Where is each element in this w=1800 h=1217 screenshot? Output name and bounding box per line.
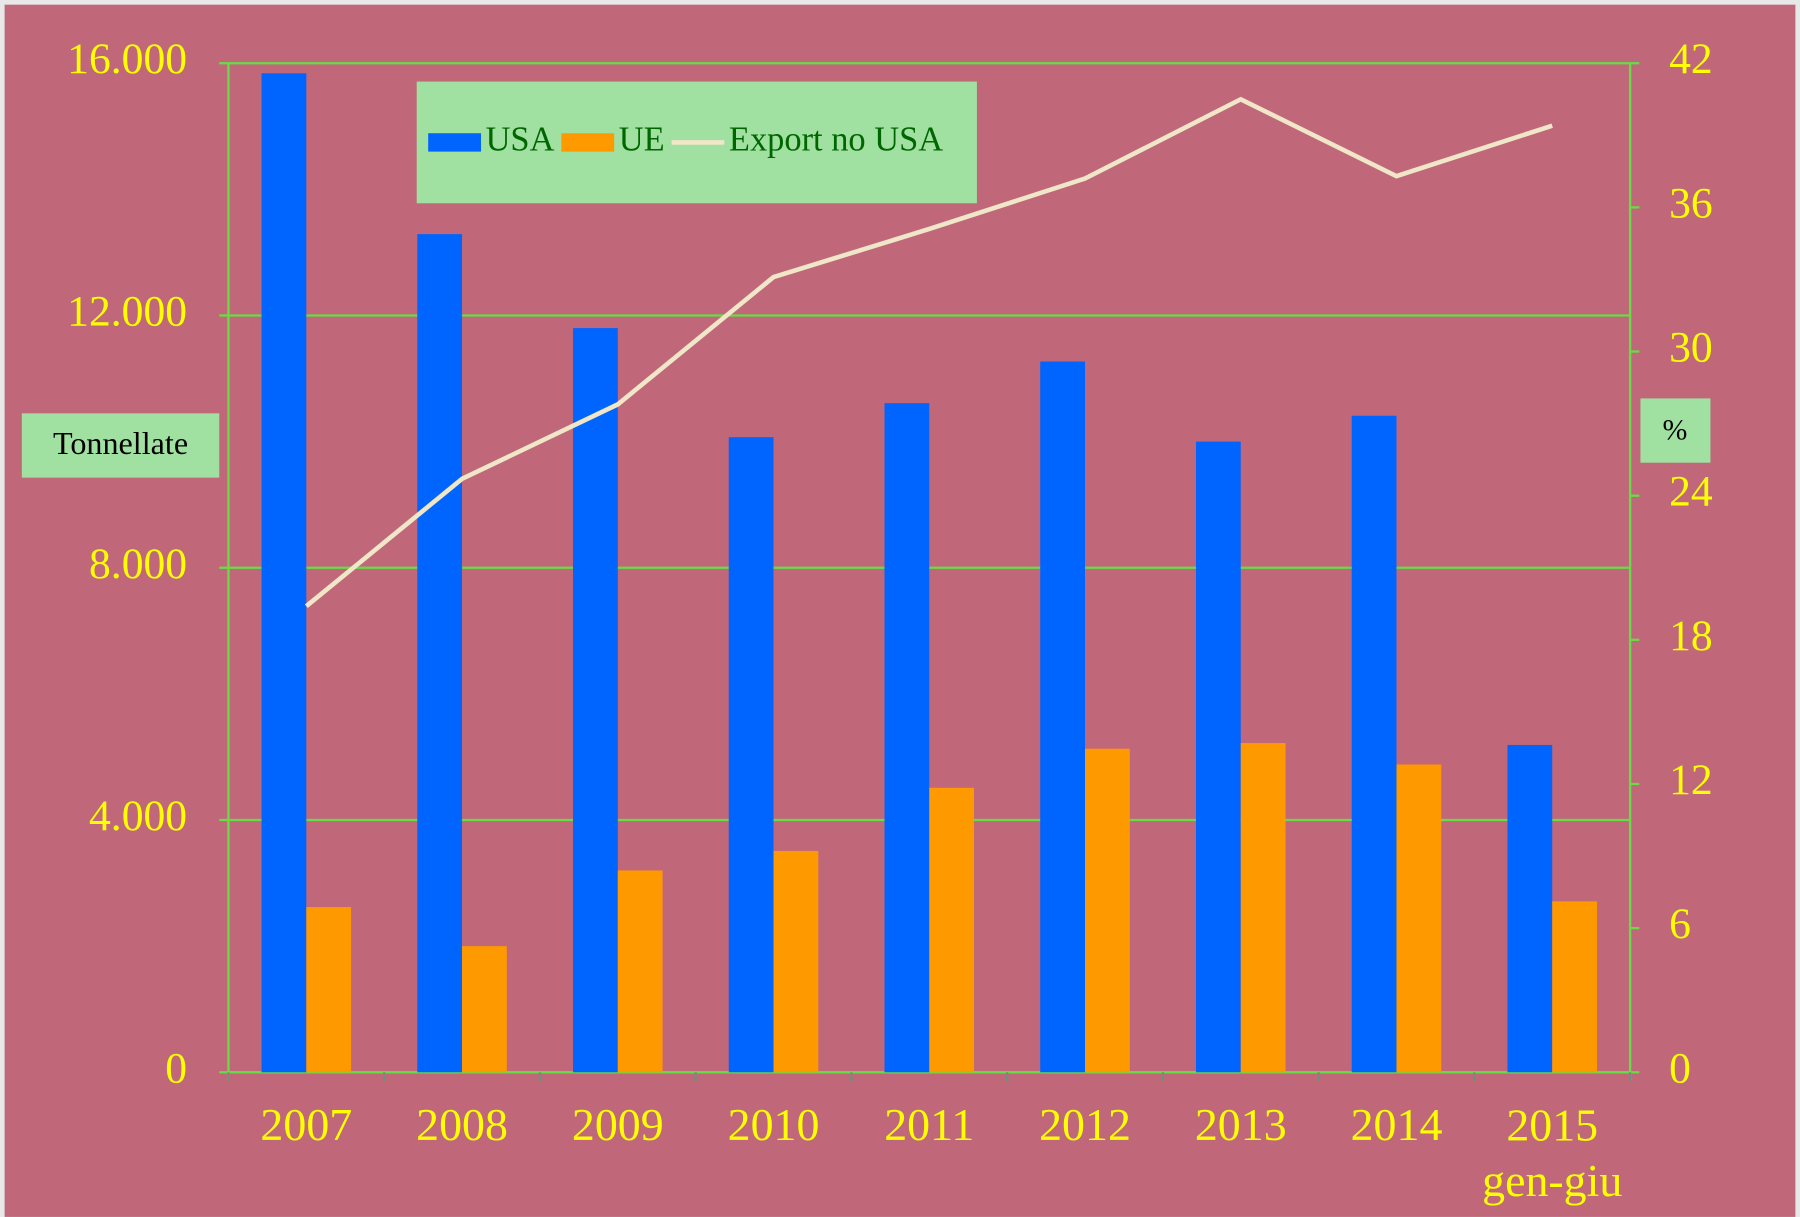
bar (1552, 901, 1598, 1073)
y-tick-label: 12.000 (67, 287, 187, 335)
y-tick-label: 4.000 (89, 792, 187, 840)
x-tick-label: 2011 (884, 1099, 974, 1150)
x-tick-label-line: gen-giu (1482, 1154, 1622, 1205)
x-tick-label: 2008 (416, 1099, 508, 1150)
bar (1040, 361, 1086, 1073)
x-tick-label: 2007 (260, 1099, 352, 1150)
bar (261, 73, 307, 1073)
bar (1351, 415, 1397, 1073)
bar (1240, 743, 1286, 1073)
x-tick-label: 2012 (1039, 1099, 1131, 1150)
y-tick-label: 16.000 (67, 35, 187, 83)
bar (929, 787, 975, 1073)
bar (1507, 744, 1553, 1073)
line (304, 96, 1553, 608)
y2-axis-label: % (1662, 414, 1687, 447)
bar (306, 907, 352, 1073)
x-tick-label: 2010 (728, 1099, 820, 1150)
legend-label: USA (486, 120, 555, 158)
y2-tick-label: 42 (1669, 35, 1713, 83)
bar (462, 946, 507, 1073)
bar (773, 850, 819, 1073)
bar (728, 437, 774, 1073)
bar (573, 328, 618, 1073)
x-tick-label: 2014 (1351, 1099, 1443, 1150)
y2-tick-label: 6 (1669, 900, 1691, 948)
y-tick-label: 8.000 (89, 540, 187, 588)
y2-tick-label: 24 (1669, 468, 1713, 516)
bar (617, 870, 663, 1073)
legend-label: Export no USA (729, 120, 943, 158)
bar (1396, 764, 1442, 1073)
y2-tick-label: 30 (1669, 324, 1713, 372)
y2-tick-label: 18 (1669, 612, 1713, 660)
y-axis-label: Tonnellate (53, 425, 188, 461)
y2-label-box (1640, 398, 1711, 463)
x-tick-label: 2009 (572, 1099, 664, 1150)
legend-label: UE (619, 120, 665, 158)
y-label-box (21, 413, 220, 478)
x-tick-label: 2015 gen-giu (1482, 1099, 1622, 1205)
y2-tick-label: 0 (1669, 1044, 1691, 1092)
legend-swatch (561, 133, 615, 152)
bar (1085, 748, 1130, 1073)
y2-tick-label: 12 (1669, 756, 1713, 804)
bar (884, 403, 930, 1073)
x-tick-label-line: 2015 (1506, 1099, 1598, 1150)
bar (1195, 441, 1241, 1073)
y2-tick-label: 36 (1669, 179, 1713, 227)
bar (417, 234, 463, 1073)
legend-swatch (428, 133, 481, 152)
x-tick-label: 2013 (1195, 1099, 1287, 1150)
y-tick-label: 0 (165, 1044, 187, 1092)
